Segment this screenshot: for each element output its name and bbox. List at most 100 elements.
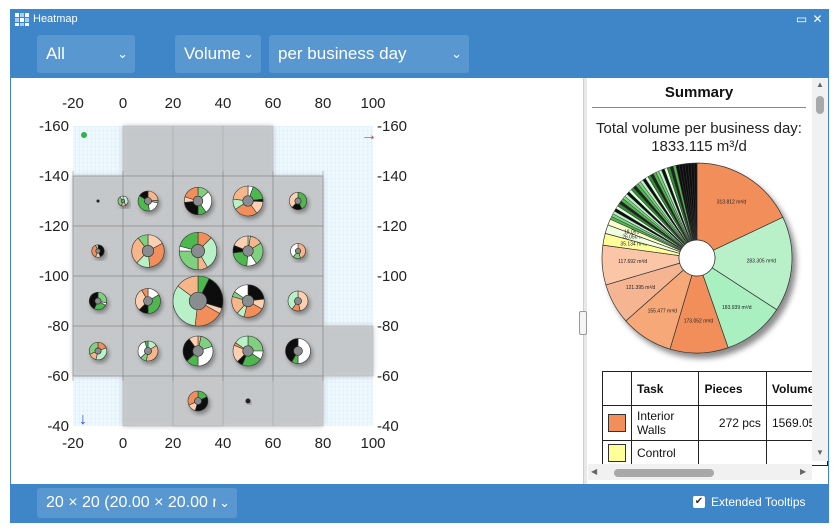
close-icon[interactable]: ✕ (812, 12, 823, 26)
pie-marker[interactable] (96, 199, 100, 203)
x-tick-label-bottom: 20 (165, 435, 182, 452)
pieces-cell: 272 pcs (698, 405, 767, 441)
heatmap-svg[interactable]: -20 -20 0 0 20 20 40 40 60 60 80 80 100 100 -160 -160 -1… (11, 78, 583, 484)
pie-marker[interactable] (117, 195, 129, 207)
scroll-down-icon[interactable]: ▼ (816, 448, 824, 457)
summary-horizontal-scrollbar[interactable]: ◀ ▶ (588, 464, 812, 480)
table-header-task[interactable]: Task (630, 371, 700, 406)
pie-marker[interactable] (178, 231, 218, 271)
y-tick-label-right: -80 (377, 318, 399, 335)
donut-slice-label: 283.305 m³/d (747, 258, 777, 264)
chevron-down-icon: ⌄ (243, 46, 254, 61)
heatmap-icon (15, 13, 29, 26)
pie-marker[interactable] (172, 275, 224, 327)
y-tick-label-right: -40 (377, 418, 399, 435)
scroll-left-icon[interactable]: ◀ (591, 467, 598, 476)
floor-cell (272, 375, 324, 427)
title-bar: Heatmap ▭ ✕ (11, 10, 828, 29)
y-tick-label-left: -40 (47, 418, 69, 435)
x-tick-label-top: 0 (119, 95, 127, 112)
floor-cell (222, 125, 274, 177)
rate-select-value: per business day (278, 44, 407, 63)
color-swatch (608, 414, 626, 432)
x-tick-label-top: -20 (62, 95, 84, 112)
pie-marker[interactable] (137, 190, 159, 212)
pie-marker[interactable] (88, 291, 108, 311)
pie-marker[interactable] (290, 243, 306, 259)
pie-marker[interactable] (187, 390, 209, 412)
pie-marker[interactable] (288, 191, 308, 211)
pie-marker[interactable] (232, 335, 264, 367)
pie-marker[interactable] (231, 284, 265, 318)
donut-slice-label: 121.395 m³/d (626, 285, 656, 291)
x-tick-label-top: 100 (360, 95, 385, 112)
pie-marker[interactable] (137, 340, 159, 362)
y-tick-label-right: -60 (377, 368, 399, 385)
pie-marker[interactable] (131, 234, 165, 268)
scrollbar-thumb[interactable] (816, 96, 824, 114)
donut-slice-label: 26.050 m³/d (622, 234, 649, 240)
y-tick-label-left: -120 (39, 218, 69, 235)
window-title: Heatmap (33, 13, 78, 25)
donut-slice-label: 183.939 m³/d (722, 305, 752, 311)
pieces-cell (698, 440, 767, 466)
donut-slice-label: 18.051 m³/d (624, 230, 651, 236)
summary-title: Summary (664, 84, 734, 101)
summary-subtitle: Total volume per business day: 1833.115 … (596, 120, 802, 155)
y-tick-label-left: -60 (47, 368, 69, 385)
chevron-down-icon: ⌄ (216, 488, 230, 518)
floor-cell (322, 325, 374, 377)
extended-tooltips-checkbox[interactable]: ✔ (693, 496, 705, 508)
heatmap-window: Heatmap ▭ ✕ All ⌄ Volume ⌄ per business … (10, 9, 829, 523)
chevron-down-icon: ⌄ (451, 46, 462, 61)
donut-hole (678, 239, 716, 277)
y-tick-label-left: -100 (39, 268, 69, 285)
y-tick-label-right: -100 (377, 268, 407, 285)
pie-marker[interactable] (135, 288, 161, 314)
scrollbar-thumb[interactable] (614, 469, 714, 477)
table-row[interactable]: Interior Walls 272 pcs 1569.059 (602, 405, 828, 441)
table-header-row: Task Pieces Volume (602, 371, 828, 406)
grid-size-select[interactable]: 20 × 20 (20.00 × 20.00 m) ⌄ (37, 488, 237, 518)
splitter-handle[interactable] (579, 311, 587, 335)
donut-slice-label: 35.134 m³/d (620, 241, 647, 247)
pie-marker[interactable] (183, 186, 212, 216)
y-tick-label-left: -140 (39, 168, 69, 185)
table-header-swatch (602, 371, 632, 406)
maximize-icon[interactable]: ▭ (795, 12, 808, 26)
donut-slice-label: 313.812 m³/d (717, 199, 747, 205)
summary-vertical-scrollbar[interactable]: ▲ ▼ (812, 78, 828, 461)
pie-marker[interactable] (182, 335, 214, 367)
heatmap-plot[interactable]: -20 -20 0 0 20 20 40 40 60 60 80 80 100 100 -160 -160 -1… (11, 78, 583, 484)
origin-dot-icon (81, 132, 87, 138)
rate-select[interactable]: per business day ⌄ (269, 35, 469, 73)
floor-cell (122, 125, 174, 177)
scroll-up-icon[interactable]: ▲ (816, 80, 824, 89)
toolbar: All ⌄ Volume ⌄ per business day ⌄ (11, 29, 828, 78)
y-tick-label-right: -160 (377, 118, 407, 135)
pie-marker[interactable] (245, 398, 251, 404)
x-tick-label-bottom: 100 (360, 435, 385, 452)
table-row[interactable]: Control (602, 440, 828, 466)
filter-select[interactable]: All ⌄ (37, 35, 135, 73)
pie-marker[interactable] (232, 235, 264, 267)
task-cell: Control (630, 440, 700, 466)
donut-slice-label: 173.052 m³/d (684, 318, 714, 324)
table-header-pieces[interactable]: Pieces (698, 371, 767, 406)
chevron-down-icon: ⌄ (117, 46, 128, 61)
pie-marker[interactable] (88, 341, 108, 361)
floor-cell (122, 375, 174, 427)
pie-marker[interactable] (232, 185, 264, 217)
pie-marker[interactable] (287, 290, 309, 312)
summary-panel: Summary Total volume per business day: 1… (588, 78, 828, 484)
scroll-right-icon[interactable]: ▶ (800, 467, 807, 476)
x-tick-label-top: 60 (265, 95, 282, 112)
pie-marker[interactable] (285, 338, 311, 364)
panel-splitter[interactable] (583, 78, 587, 484)
metric-select[interactable]: Volume ⌄ (175, 35, 261, 73)
summary-donut-chart: 313.812 m³/d 283.305 m³/d 183.939 m³/d 173.… (601, 162, 793, 354)
x-tick-label-bottom: 60 (265, 435, 282, 452)
y-tick-label-right: -140 (377, 168, 407, 185)
pie-marker[interactable] (91, 244, 105, 258)
y-tick-label-left: -80 (47, 318, 69, 335)
